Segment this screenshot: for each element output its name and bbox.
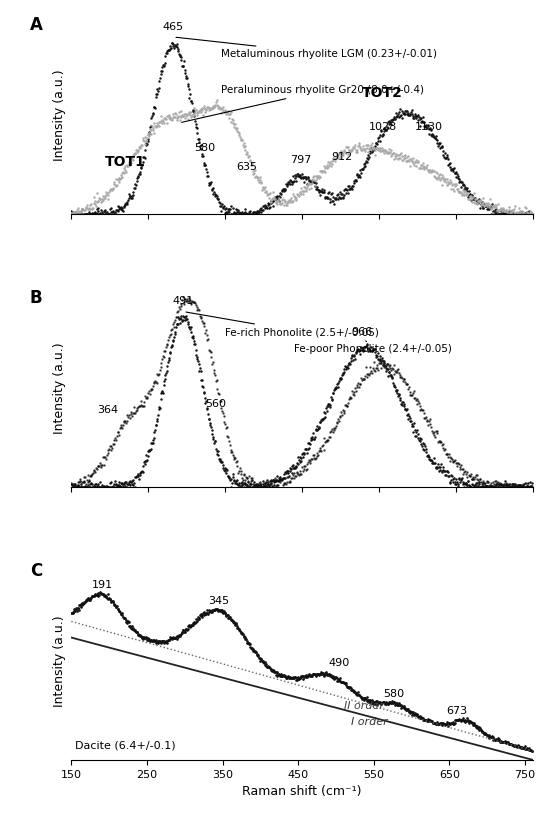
Text: 797: 797 [290, 155, 311, 165]
Text: Fe-rich Phonolite (2.5+/-0.05): Fe-rich Phonolite (2.5+/-0.05) [186, 312, 379, 337]
Text: 491: 491 [172, 297, 194, 306]
X-axis label: Raman shift (cm⁻¹): Raman shift (cm⁻¹) [242, 785, 362, 798]
Text: 912: 912 [332, 153, 353, 163]
Text: 673: 673 [446, 706, 468, 716]
Text: C: C [30, 562, 42, 580]
Text: II order: II order [344, 701, 384, 711]
Text: Metaluminous rhyolite LGM (0.23+/-0.01): Metaluminous rhyolite LGM (0.23+/-0.01) [176, 38, 437, 59]
Text: TOT1: TOT1 [105, 155, 145, 169]
Text: 580: 580 [384, 689, 405, 699]
Text: 490: 490 [328, 659, 350, 668]
Text: B: B [30, 289, 42, 307]
Text: 345: 345 [208, 596, 229, 605]
Text: A: A [30, 16, 43, 34]
Text: 580: 580 [194, 143, 215, 153]
Text: Dacite (6.4+/-0.1): Dacite (6.4+/-0.1) [75, 741, 176, 751]
Text: Peraluminous rhyolite Gr20 (8.0+/-0.4): Peraluminous rhyolite Gr20 (8.0+/-0.4) [182, 85, 424, 123]
Text: 1028: 1028 [368, 123, 397, 132]
Text: 966: 966 [351, 328, 372, 337]
Text: I order: I order [351, 717, 388, 727]
Y-axis label: Intensity (a.u.): Intensity (a.u.) [53, 342, 66, 434]
Text: 1130: 1130 [414, 123, 443, 132]
Text: TOT2: TOT2 [362, 86, 403, 100]
Text: 191: 191 [92, 579, 113, 590]
Text: 465: 465 [163, 22, 184, 32]
Text: 560: 560 [205, 399, 226, 408]
Y-axis label: Intensity (a.u.): Intensity (a.u.) [53, 615, 66, 707]
Text: 635: 635 [237, 162, 257, 172]
Y-axis label: Intensity (a.u.): Intensity (a.u.) [53, 69, 66, 161]
Text: 364: 364 [97, 404, 119, 415]
Text: Fe-poor Phonolite (2.4+/-0.05): Fe-poor Phonolite (2.4+/-0.05) [294, 341, 452, 355]
